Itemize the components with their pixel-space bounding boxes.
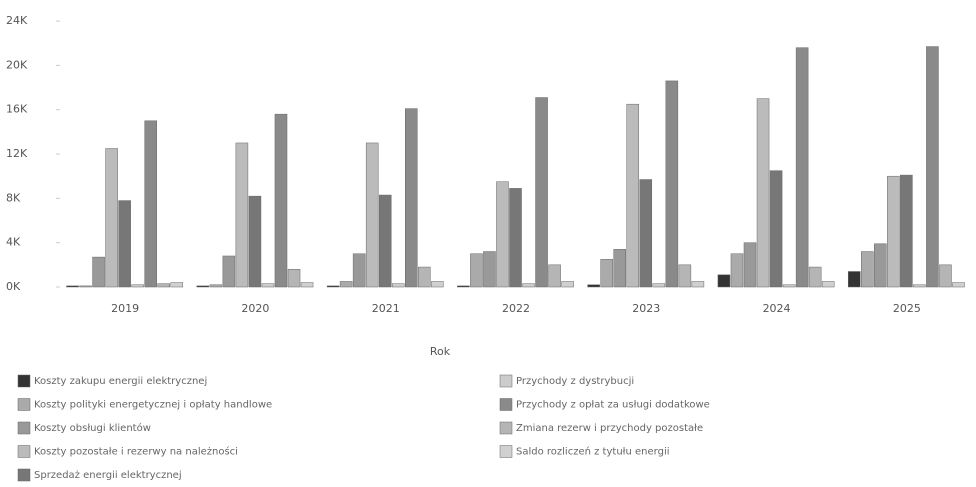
bar: [496, 181, 509, 288]
bar: [509, 188, 522, 288]
bar: [300, 282, 314, 288]
bar: [274, 113, 288, 288]
bar: [913, 284, 926, 288]
bar: [339, 281, 353, 288]
bar: [874, 243, 887, 288]
bar: [326, 285, 340, 288]
bar: [769, 170, 783, 288]
bar: [952, 282, 965, 288]
legend-label: Sprzedaż energii elektrycznej: [34, 470, 182, 481]
legend-swatch: [499, 421, 513, 435]
legend-swatch: [17, 445, 31, 458]
legend-label: Koszty pozostałe i rezerwy na należności: [34, 446, 238, 458]
y-tick-label: 12K: [6, 147, 28, 160]
bar: [131, 284, 144, 288]
bar: [600, 259, 613, 288]
x-tick-label: 2025: [893, 302, 921, 315]
bar: [235, 142, 249, 288]
legend-swatch: [17, 374, 31, 388]
x-tick-label: 2019: [111, 302, 139, 315]
legend-swatch: [499, 398, 513, 411]
y-tick-label: 4K: [6, 236, 21, 249]
bar: [170, 282, 184, 288]
legend-swatch: [17, 421, 31, 435]
bar: [522, 283, 535, 288]
bar: [261, 283, 275, 288]
bar: [548, 264, 561, 288]
bar: [756, 98, 770, 288]
legend-swatch: [17, 398, 31, 411]
legend-swatch: [17, 468, 31, 482]
legend-label: Koszty obsługi klientów: [34, 422, 151, 434]
legend-label: Koszty zakupu energii elektrycznej: [34, 376, 207, 387]
legend-label: Saldo rozliczeń z tytułu energii: [516, 446, 670, 458]
legend-label: Przychody z dystrybucji: [516, 376, 634, 387]
x-tick-label: 2020: [241, 302, 269, 315]
bar: [691, 281, 705, 288]
bar: [418, 266, 431, 288]
x-tick-label: 2024: [763, 302, 791, 315]
bar: [391, 283, 405, 288]
bar: [717, 274, 731, 288]
bar: [209, 284, 223, 288]
bar: [157, 283, 170, 288]
y-tick-label: 8K: [6, 191, 21, 204]
bar: [626, 103, 640, 288]
bar: [535, 97, 548, 288]
bar: [926, 46, 939, 288]
bar: [587, 284, 600, 288]
bar: [457, 285, 470, 288]
x-tick-label: 2023: [632, 302, 660, 315]
bar: [900, 174, 913, 288]
bar: [222, 255, 236, 288]
bar: [405, 108, 418, 288]
bar: [887, 175, 900, 288]
bar: [652, 283, 666, 288]
bar: [861, 251, 874, 288]
bar: [561, 281, 574, 288]
legend-label: Koszty polityki energetycznej i opłaty h…: [34, 400, 272, 411]
bar: [743, 242, 757, 288]
bar: [470, 253, 483, 288]
bar: [118, 200, 131, 288]
bar: [847, 271, 861, 288]
bar: [483, 251, 496, 288]
x-axis-label: Rok: [430, 345, 451, 358]
bar: [365, 142, 379, 288]
bar: [808, 266, 822, 288]
bar: [378, 194, 392, 288]
bar: [795, 47, 809, 288]
legend-label: Przychody z opłat za usługi dodatkowe: [516, 400, 710, 411]
y-tick-label: 0K: [6, 280, 21, 293]
bar: [431, 281, 444, 288]
bar: [105, 148, 118, 288]
legend-swatch: [499, 374, 513, 388]
bar: [66, 285, 79, 288]
bar: [821, 281, 835, 288]
bar: [782, 284, 796, 288]
bar: [196, 285, 210, 288]
bar: [144, 120, 157, 288]
legend-label: Zmiana rezerw i przychody pozostałe: [516, 423, 703, 434]
bar: [79, 285, 92, 288]
bar: [613, 249, 626, 288]
legend-swatch: [499, 445, 513, 458]
bar: [248, 195, 262, 288]
bar: [639, 179, 653, 288]
x-tick-label: 2022: [502, 302, 530, 315]
x-tick-label: 2021: [372, 302, 400, 315]
bar: [92, 256, 105, 288]
y-tick-label: 16K: [6, 103, 28, 116]
bar: [352, 253, 366, 288]
y-tick-label: 24K: [6, 14, 28, 27]
bar: [730, 253, 744, 288]
bar: [287, 269, 301, 288]
bar: [665, 80, 679, 288]
y-tick-label: 20K: [6, 58, 28, 71]
bar: [678, 264, 692, 288]
bar: [939, 264, 952, 288]
